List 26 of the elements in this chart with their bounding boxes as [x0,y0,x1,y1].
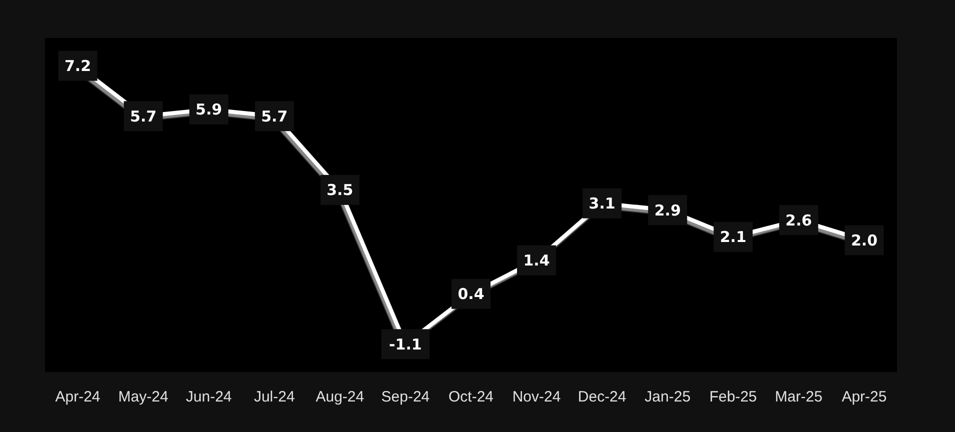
x-tick-label: Aug-24 [316,388,364,406]
data-label: 0.4 [458,285,484,304]
data-label: 5.7 [130,107,157,126]
data-label: 3.5 [326,181,354,200]
data-label: 2.9 [654,201,681,220]
data-label: 2.1 [720,228,746,246]
data-label: 7.2 [64,57,92,76]
x-tick-label: Mar-25 [774,388,822,406]
data-label: 1.4 [523,252,550,270]
data-label: -1.1 [389,335,422,354]
x-tick-label: Oct-24 [448,388,494,406]
x-tick-label: Sep-24 [381,388,430,406]
x-tick-label: May-24 [118,388,168,406]
x-tick-label: Jan-25 [644,388,691,406]
data-label: 3.1 [588,194,616,213]
data-label: 5.7 [261,107,288,126]
x-tick-label: Dec-24 [578,388,626,406]
x-tick-label: Apr-25 [842,388,887,406]
x-tick-label: Feb-25 [709,388,757,406]
x-tick-label: Jul-24 [254,388,295,406]
data-label: 5.9 [196,100,222,119]
data-label: 2.6 [785,211,812,230]
data-label: 2.0 [850,231,878,250]
x-tick-label: Nov-24 [512,388,561,406]
x-tick-label: Apr-24 [55,388,100,406]
x-tick-label: Jun-24 [186,388,232,406]
